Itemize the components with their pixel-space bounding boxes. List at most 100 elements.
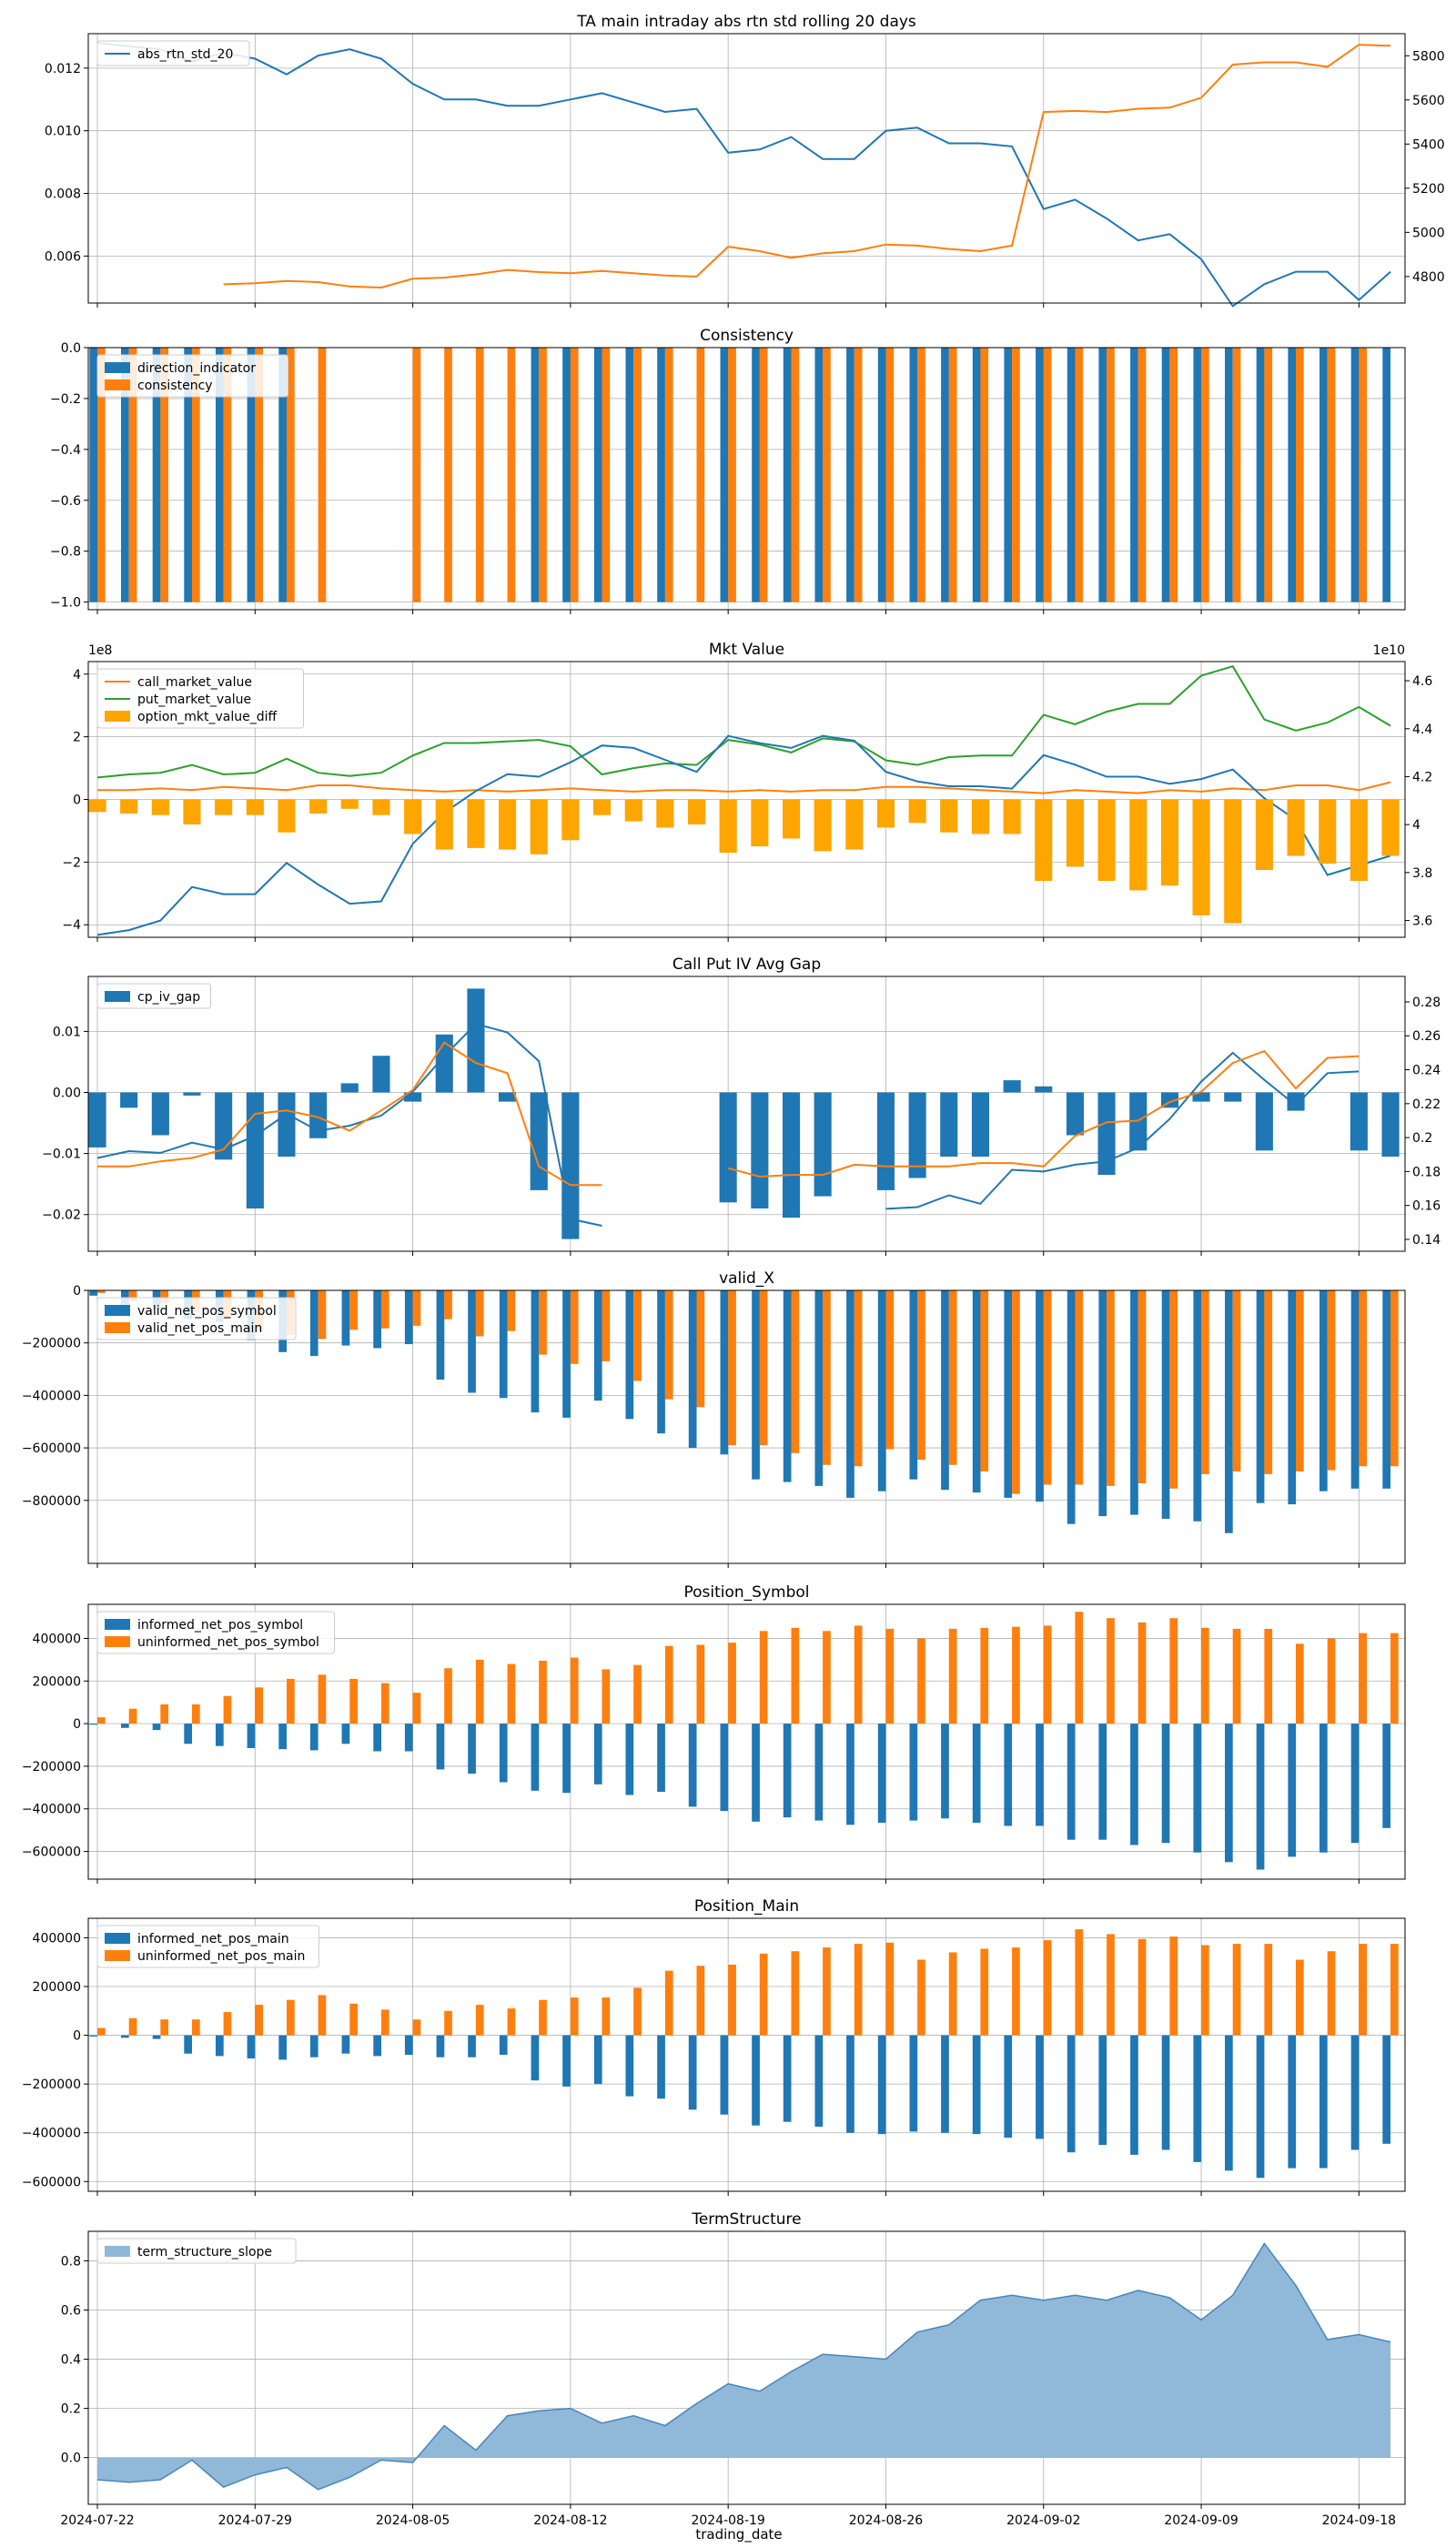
bar (823, 1631, 831, 1724)
bar (475, 1290, 484, 1337)
y-tick-label: 0.010 (45, 125, 81, 139)
bar (183, 799, 201, 824)
bar (1075, 1929, 1084, 2036)
bar (192, 1704, 200, 1724)
series-line (96, 734, 1391, 936)
bar (917, 1638, 925, 1724)
bar (1256, 2035, 1265, 2179)
series-line (97, 1041, 1360, 1187)
bar (1296, 1959, 1304, 2036)
bar (318, 348, 327, 602)
bar (791, 1951, 800, 2036)
bar (1390, 1944, 1399, 2036)
bar (1130, 2035, 1138, 2155)
y2-tick-label: 0.2 (1412, 1131, 1432, 1146)
bar (759, 348, 768, 602)
bar (1004, 2035, 1013, 2138)
bar (1075, 348, 1084, 602)
bar (909, 1724, 918, 1821)
bar (349, 1678, 358, 1724)
bar (88, 1092, 106, 1148)
bar (728, 348, 736, 602)
bar (160, 348, 168, 602)
bar (633, 1664, 642, 1724)
bar (720, 348, 729, 602)
bar (278, 1724, 287, 1750)
bar (499, 1724, 508, 1783)
bar (531, 1290, 540, 1413)
bar (728, 1964, 736, 2036)
bar (247, 2035, 256, 2058)
bar (121, 348, 129, 602)
bar (593, 799, 612, 815)
bar (404, 1290, 413, 1345)
bar (752, 348, 760, 602)
x-tick-label: 2024-07-22 (60, 2513, 134, 2528)
bar (1232, 1290, 1241, 1471)
bar (941, 1724, 949, 1819)
bar (751, 1092, 769, 1208)
bar (89, 2035, 97, 2037)
bar (1067, 1290, 1076, 1524)
bar (121, 2035, 129, 2038)
legend-label: cp_iv_gap (137, 990, 200, 1005)
bar (97, 1290, 106, 1293)
chart-title: valid_X (719, 1269, 774, 1288)
bar (1327, 1951, 1336, 2036)
x-tick-label: 2024-08-05 (376, 2513, 450, 2528)
bar (972, 2035, 981, 2135)
bar (917, 348, 925, 602)
bar (152, 1724, 161, 1731)
axes-frame (87, 1289, 1406, 1564)
bar (539, 1661, 547, 1724)
bar (696, 348, 705, 602)
chart-title: TermStructure (691, 2210, 801, 2229)
bar (948, 1628, 957, 1724)
bar (160, 1290, 168, 1304)
bar (1066, 1092, 1084, 1136)
bar (1288, 348, 1297, 602)
x-tick-label: 2024-07-29 (218, 2513, 292, 2528)
bar (1107, 348, 1115, 602)
bar (1359, 1290, 1367, 1467)
bar (593, 1290, 602, 1401)
legend-label: valid_net_pos_symbol (137, 1304, 277, 1319)
bar (814, 348, 824, 602)
bar (885, 1942, 895, 2036)
bar (657, 348, 665, 602)
y2-tick-label: 5800 (1412, 49, 1445, 64)
bar (1012, 1290, 1020, 1494)
bar (318, 1995, 327, 2036)
bar (972, 348, 981, 602)
bar (1138, 348, 1147, 602)
bar (531, 1724, 540, 1791)
subplot-4: Call Put IV Avg Gap −0.02 −0.01 0.00 0.01 0.1… (42, 956, 1441, 1256)
bar (216, 348, 224, 602)
bar (152, 2035, 161, 2039)
bar (814, 1724, 824, 1821)
bar (1043, 1625, 1052, 1724)
bar (1359, 1944, 1367, 2036)
bar (340, 1083, 359, 1093)
bar (531, 2035, 540, 2081)
bar (1036, 1290, 1044, 1502)
bar (980, 1290, 989, 1471)
legend-label: term_structure_slope (137, 2245, 272, 2260)
bar (1098, 2035, 1107, 2146)
bar (972, 1724, 981, 1823)
x-tick-label: 2024-08-19 (691, 2513, 764, 2528)
bar (791, 1627, 800, 1724)
bar (972, 1290, 981, 1493)
bar (751, 799, 769, 847)
bar (1192, 1092, 1210, 1102)
bar (570, 348, 579, 602)
bar (128, 1290, 137, 1301)
bar (625, 348, 634, 602)
bar (948, 1952, 957, 2036)
chart-title: Consistency (700, 327, 794, 345)
bar (980, 1627, 989, 1724)
bar (846, 348, 854, 602)
bar (507, 348, 516, 602)
bar (215, 799, 233, 815)
legend-swatch (105, 1636, 130, 1647)
